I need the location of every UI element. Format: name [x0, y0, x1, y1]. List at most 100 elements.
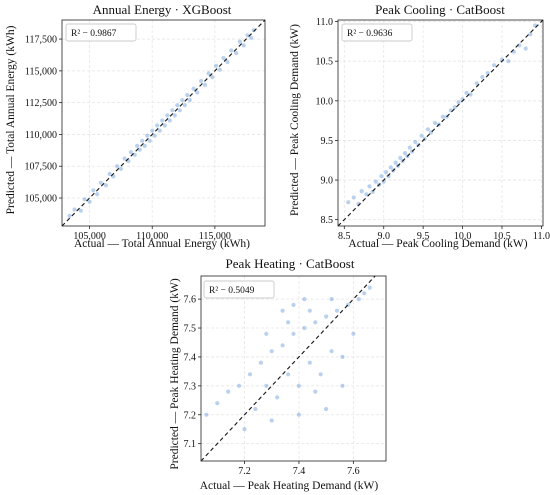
chart-panel-peak-cooling: Peak Cooling · CatBoost 8.5 9.0 9.5 10.0 10.…	[289, 2, 550, 250]
data-point	[98, 180, 103, 185]
data-point	[307, 308, 312, 313]
ticks: 7.2 7.4 7.6 7.1 7.2 7.3 7.4 7.5 7.6	[184, 295, 360, 477]
y-tick-label: 115,000	[25, 66, 57, 77]
data-point	[340, 383, 345, 388]
chart-title: Peak Heating · CatBoost	[226, 256, 355, 271]
data-point	[324, 406, 329, 412]
reference-line	[61, 19, 266, 227]
data-point	[152, 133, 157, 138]
data-point	[407, 145, 412, 150]
data-point	[286, 372, 291, 377]
data-point	[474, 81, 479, 86]
data-point	[296, 383, 301, 388]
data-point	[229, 48, 234, 53]
data-point	[72, 207, 77, 212]
data-point	[264, 331, 269, 336]
x-tick-label: 110,000	[136, 231, 168, 242]
data-point	[356, 297, 361, 302]
data-point	[115, 164, 120, 169]
y-tick-label: 10.5	[316, 57, 334, 68]
data-point	[318, 372, 323, 377]
data-point	[379, 174, 384, 179]
x-tick-label: 105,000	[73, 231, 106, 242]
y-axis-label: Predicted — Total Annual Energy (kWh)	[5, 25, 17, 214]
grid	[201, 276, 386, 461]
y-tick-label: 7.3	[184, 381, 197, 392]
data-point	[302, 297, 307, 302]
data-point	[492, 63, 497, 68]
data-point	[122, 156, 127, 161]
x-tick-label: 9.5	[417, 231, 430, 242]
r2-annotation: R² − 0.9867	[65, 23, 137, 42]
data-point	[485, 71, 490, 76]
x-tick-label: 11.0	[533, 231, 550, 242]
y-tick-label: 110,000	[25, 130, 57, 141]
data-point	[191, 86, 196, 91]
data-point	[280, 343, 285, 348]
y-tick-label: 105,000	[25, 194, 58, 205]
x-axis-label: Actual — Peak Cooling Demand (kW)	[348, 238, 527, 250]
data-point	[384, 170, 389, 175]
data-point	[313, 320, 318, 325]
r2-annotation: R² − 0.5049	[203, 280, 275, 299]
r2-annotation: R² − 0.9636	[341, 23, 413, 42]
r2-label: R² − 0.5049	[209, 286, 255, 296]
data-point	[107, 171, 112, 176]
data-point	[157, 128, 162, 133]
data-point	[419, 133, 424, 138]
data-point	[523, 46, 528, 51]
data-point	[204, 412, 209, 417]
data-point	[145, 133, 150, 138]
data-point	[199, 78, 204, 84]
data-point	[135, 143, 140, 148]
data-point	[388, 165, 393, 170]
r2-label: R² − 0.9867	[71, 29, 117, 39]
data-point	[185, 92, 190, 98]
data-point	[468, 92, 473, 97]
y-tick-label: 11.0	[316, 17, 333, 28]
data-point	[78, 208, 83, 213]
y-tick-label: 107,500	[25, 162, 58, 173]
data-point	[329, 349, 334, 354]
data-point	[398, 155, 403, 160]
data-point	[506, 59, 511, 64]
data-point	[528, 32, 533, 37]
data-point	[147, 138, 152, 143]
plot-frame	[337, 19, 544, 227]
data-point	[291, 331, 296, 336]
y-tick-label: 10.0	[316, 96, 334, 107]
ticks: 8.5 9.0 9.5 10.0 10.5 11.0 8.5 9.0 9.5 10.0 10.5 11…	[316, 17, 550, 242]
data-point	[340, 354, 345, 359]
data-point	[118, 166, 123, 171]
data-point	[82, 197, 87, 202]
data-point	[67, 213, 72, 218]
data-point	[87, 199, 92, 204]
data-point	[247, 372, 253, 377]
y-tick-label: 9.0	[321, 176, 334, 187]
data-points	[346, 23, 538, 206]
data-point	[140, 138, 145, 143]
data-point	[142, 143, 147, 148]
x-tick-label: 7.2	[238, 466, 251, 477]
data-point	[206, 71, 211, 76]
data-point	[237, 39, 242, 44]
data-points	[67, 28, 256, 218]
data-point	[170, 108, 175, 113]
chart-title: Peak Cooling · CatBoost	[375, 2, 505, 17]
data-point	[172, 113, 177, 118]
data-point	[329, 297, 334, 302]
y-tick-label: 7.1	[184, 439, 197, 450]
y-tick-label: 7.2	[184, 410, 197, 421]
data-point	[187, 98, 192, 103]
data-point	[225, 59, 230, 65]
data-point	[215, 401, 220, 406]
data-point	[195, 90, 200, 95]
reference-line	[337, 19, 544, 227]
y-axis-label: Predicted — Peak Heating Demand (kW)	[169, 278, 181, 469]
data-point	[359, 189, 364, 194]
data-point	[234, 51, 239, 56]
plot-frame	[61, 19, 266, 227]
x-tick-label: 7.4	[293, 466, 306, 477]
y-tick-label: 112,500	[25, 98, 57, 109]
